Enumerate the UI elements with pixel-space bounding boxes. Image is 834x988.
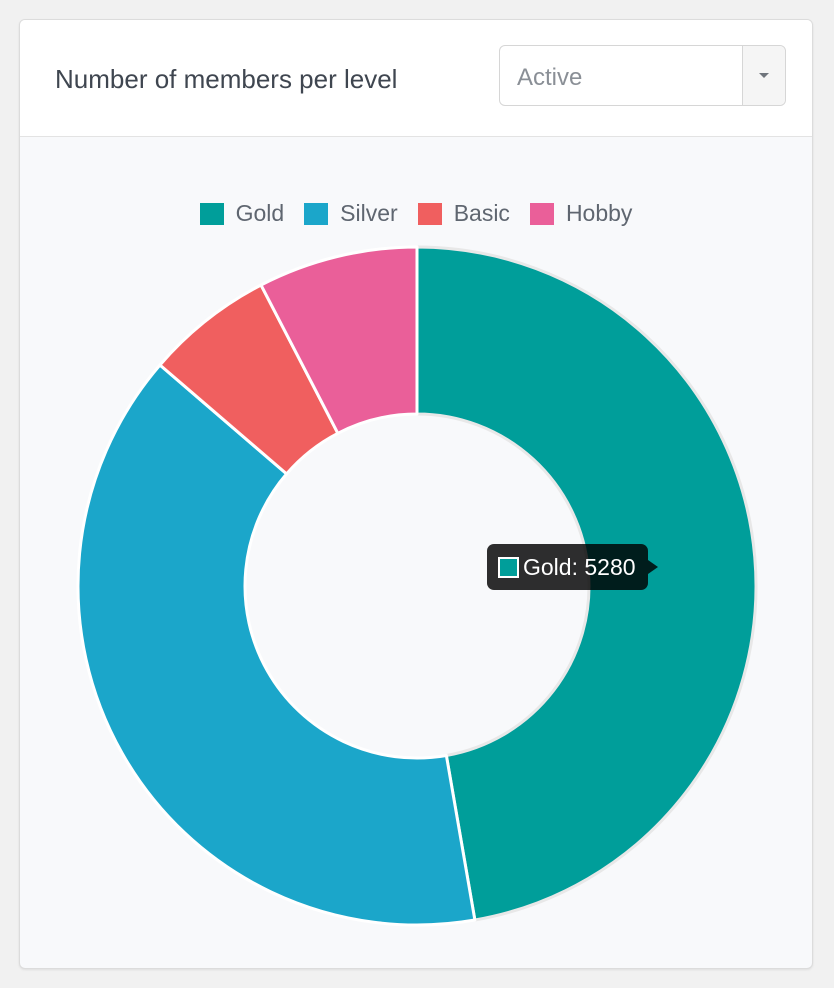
chart-legend: Gold Silver Basic Hobby (20, 200, 812, 227)
legend-swatch-hobby (529, 202, 554, 225)
card-title: Number of members per level (55, 64, 398, 94)
tooltip-swatch (498, 556, 519, 578)
legend-item-hobby[interactable]: Hobby (529, 200, 633, 227)
status-filter-select[interactable]: Active (499, 45, 786, 106)
select-toggle-button[interactable] (742, 46, 785, 105)
donut-slice-hobby[interactable] (259, 245, 419, 435)
legend-label-silver: Silver (340, 200, 398, 226)
donut-chart (76, 245, 758, 927)
legend-swatch-silver (304, 202, 329, 225)
status-filter-value: Active (517, 64, 583, 91)
legend-item-silver[interactable]: Silver (304, 200, 398, 227)
legend-swatch-basic (417, 202, 442, 225)
donut-slice-silver[interactable] (76, 363, 477, 927)
card-header: Number of members per level Active (20, 20, 812, 137)
legend-label-basic: Basic (453, 200, 510, 226)
legend-swatch-gold (199, 202, 224, 225)
members-per-level-card: Number of members per level Active Gold … (19, 19, 813, 969)
tooltip-text: Gold: 5280 (523, 553, 636, 580)
legend-item-gold[interactable]: Gold (199, 200, 285, 227)
legend-item-basic[interactable]: Basic (417, 200, 510, 227)
donut-slice-gold[interactable] (415, 245, 758, 922)
chart-tooltip: Gold: 5280 (487, 544, 658, 590)
caret-down-icon (759, 73, 769, 78)
legend-label-hobby: Hobby (565, 200, 633, 226)
legend-label-gold: Gold (235, 200, 285, 226)
